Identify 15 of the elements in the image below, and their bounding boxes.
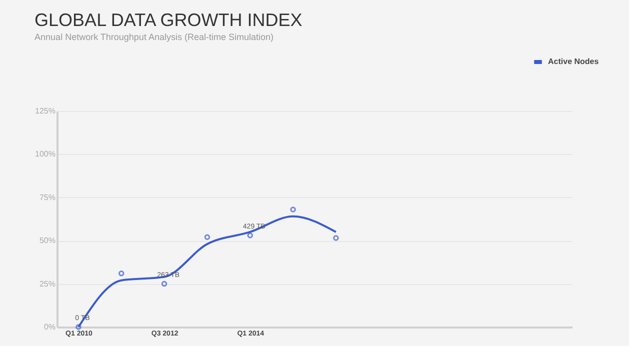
y-tick-label: 100% [35,150,56,159]
y-tick-label: 25% [39,279,56,288]
y-tick-label: 0% [44,322,56,332]
point [118,270,124,276]
y-tick-label: 125% [35,106,56,116]
point [247,232,253,238]
point [161,280,168,287]
point [333,235,339,241]
y-tick-label: 50% [39,236,56,246]
point [290,206,296,212]
point [204,234,210,240]
chart-title: GLOBAL DATA GROWTH INDEX [34,10,302,30]
y-tick-label: 75% [39,192,56,202]
legend-label: Active Nodes [548,57,600,66]
chart-subtitle: Annual Network Throughput Analysis (Real-time Simulation) [34,32,274,42]
